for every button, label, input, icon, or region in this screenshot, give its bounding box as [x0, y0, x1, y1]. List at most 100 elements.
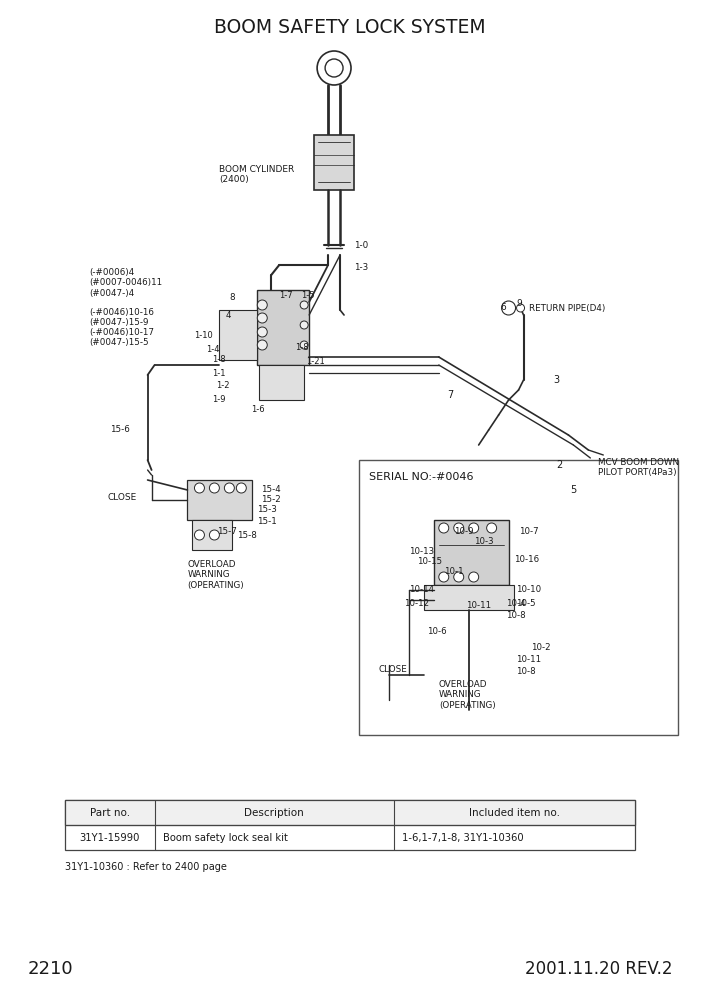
- Text: 2210: 2210: [28, 960, 74, 978]
- Text: 1-6: 1-6: [251, 406, 265, 415]
- Text: 2: 2: [557, 460, 563, 470]
- Circle shape: [194, 483, 204, 493]
- Circle shape: [486, 523, 496, 533]
- Bar: [258, 290, 309, 365]
- Circle shape: [258, 300, 267, 310]
- Circle shape: [300, 301, 308, 309]
- Circle shape: [325, 59, 343, 77]
- Text: 15-3: 15-3: [258, 506, 277, 515]
- Text: 1-4: 1-4: [206, 345, 220, 354]
- Bar: [359, 460, 678, 735]
- Circle shape: [517, 304, 524, 312]
- Circle shape: [258, 340, 267, 350]
- Circle shape: [502, 301, 515, 315]
- Text: OVERLOAD
WARNING
(OPERATING): OVERLOAD WARNING (OPERATING): [439, 680, 496, 710]
- Text: 10-6: 10-6: [427, 628, 446, 637]
- Text: 10-1: 10-1: [444, 567, 463, 576]
- Circle shape: [453, 572, 464, 582]
- Text: 31Y1-15990: 31Y1-15990: [79, 833, 140, 843]
- Text: 10-11: 10-11: [465, 600, 491, 609]
- Text: 1-1: 1-1: [213, 368, 226, 378]
- Text: MCV BOOM DOWN
PILOT PORT(4Pa3): MCV BOOM DOWN PILOT PORT(4Pa3): [598, 458, 680, 477]
- Text: Description: Description: [244, 808, 304, 818]
- Bar: [434, 520, 508, 585]
- Text: 10-4: 10-4: [505, 598, 525, 607]
- Circle shape: [258, 313, 267, 323]
- Text: 1-0: 1-0: [354, 240, 369, 250]
- Text: 10-7: 10-7: [519, 528, 538, 537]
- Circle shape: [209, 530, 220, 540]
- Text: Boom safety lock seal kit: Boom safety lock seal kit: [163, 833, 287, 843]
- Circle shape: [439, 523, 449, 533]
- Text: RETURN PIPE(D4): RETURN PIPE(D4): [529, 304, 605, 312]
- Text: 9: 9: [517, 299, 522, 308]
- Text: 1-21: 1-21: [306, 357, 325, 366]
- Circle shape: [317, 51, 351, 85]
- Text: Included item no.: Included item no.: [469, 808, 560, 818]
- Text: 1-7: 1-7: [279, 291, 293, 300]
- Text: 1-9: 1-9: [213, 396, 226, 405]
- Text: 1-8: 1-8: [295, 343, 309, 352]
- Text: 10-5: 10-5: [515, 598, 535, 607]
- Circle shape: [469, 572, 479, 582]
- Text: 10-3: 10-3: [474, 538, 494, 547]
- Circle shape: [300, 321, 308, 329]
- Bar: [424, 585, 514, 610]
- Circle shape: [453, 523, 464, 533]
- Circle shape: [194, 530, 204, 540]
- Circle shape: [439, 572, 449, 582]
- Circle shape: [209, 483, 220, 493]
- Text: 15-8: 15-8: [237, 531, 257, 540]
- Text: OVERLOAD
WARNING
(OPERATING): OVERLOAD WARNING (OPERATING): [187, 560, 244, 590]
- Text: BOOM CYLINDER
(2400): BOOM CYLINDER (2400): [220, 165, 295, 185]
- Text: 4: 4: [225, 310, 231, 319]
- Text: (-#0046)10-16
(#0047-)15-9: (-#0046)10-16 (#0047-)15-9: [90, 308, 154, 327]
- Circle shape: [258, 327, 267, 337]
- Text: 31Y1-10360 : Refer to 2400 page: 31Y1-10360 : Refer to 2400 page: [65, 862, 227, 872]
- Bar: [220, 310, 258, 360]
- Text: 15-2: 15-2: [261, 495, 281, 505]
- Text: 15-4: 15-4: [261, 485, 281, 494]
- Text: 15-6: 15-6: [110, 426, 129, 434]
- Text: 10-2: 10-2: [531, 644, 550, 653]
- Text: 3: 3: [553, 375, 559, 385]
- Text: 10-10: 10-10: [515, 585, 541, 594]
- Text: 10-12: 10-12: [404, 598, 429, 607]
- Text: 2001.11.20 REV.2: 2001.11.20 REV.2: [524, 960, 672, 978]
- Text: 1-5: 1-5: [301, 291, 314, 300]
- Circle shape: [237, 483, 246, 493]
- Text: 1-3: 1-3: [354, 264, 369, 273]
- Bar: [259, 365, 304, 400]
- Text: 15-7: 15-7: [218, 528, 237, 537]
- Circle shape: [225, 483, 234, 493]
- Text: BOOM SAFETY LOCK SYSTEM: BOOM SAFETY LOCK SYSTEM: [214, 18, 486, 37]
- Text: 7: 7: [446, 390, 453, 400]
- Text: 10-8: 10-8: [515, 668, 535, 677]
- Text: 8: 8: [230, 294, 235, 303]
- Text: 1-6,1-7,1-8, 31Y1-10360: 1-6,1-7,1-8, 31Y1-10360: [402, 833, 524, 843]
- Bar: [65, 800, 635, 825]
- Text: CLOSE: CLOSE: [107, 493, 137, 503]
- Text: 1-2: 1-2: [216, 381, 230, 390]
- Text: 1-10: 1-10: [194, 330, 213, 339]
- Text: 10-9: 10-9: [453, 528, 473, 537]
- Text: (-#0046)10-17
(#0047-)15-5: (-#0046)10-17 (#0047-)15-5: [90, 328, 154, 347]
- Text: 10-15: 10-15: [417, 558, 442, 566]
- Text: 10-13: 10-13: [409, 548, 434, 557]
- Bar: [314, 135, 354, 190]
- Text: 10-11: 10-11: [515, 656, 541, 665]
- Bar: [65, 800, 635, 850]
- Text: Part no.: Part no.: [90, 808, 130, 818]
- Text: 10-14: 10-14: [409, 585, 434, 594]
- Bar: [187, 480, 252, 520]
- Text: SERIAL NO:-#0046: SERIAL NO:-#0046: [369, 472, 473, 482]
- Text: 10-16: 10-16: [514, 556, 538, 564]
- Text: 15-1: 15-1: [258, 518, 277, 527]
- Text: 1-8: 1-8: [213, 355, 226, 364]
- Bar: [192, 520, 232, 550]
- Circle shape: [300, 341, 308, 349]
- Text: 5: 5: [571, 485, 576, 495]
- Text: 6: 6: [501, 304, 506, 312]
- Circle shape: [469, 523, 479, 533]
- Text: 10-8: 10-8: [505, 610, 525, 619]
